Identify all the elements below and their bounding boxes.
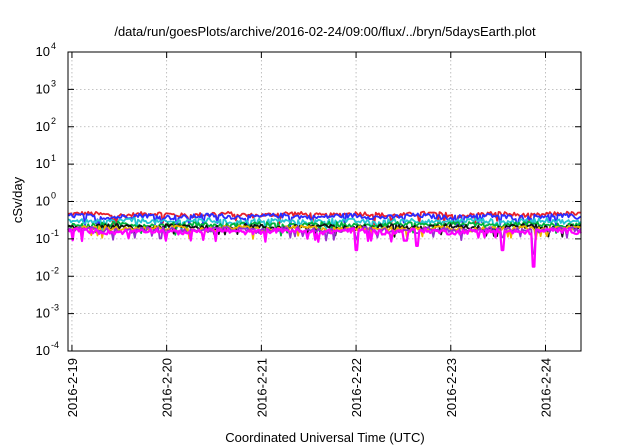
y-tick-label: 10	[36, 81, 50, 96]
x-axis: 2016-2-19 2016-2-20 2016-2-21 2016-2-22 2016…	[65, 52, 553, 417]
x-tick-label: 2016-2-21	[254, 358, 269, 417]
series-line	[67, 227, 582, 268]
y-tick-exponent: 1	[51, 153, 56, 163]
y-tick-exponent: 3	[51, 78, 56, 88]
y-tick-label: 10	[36, 194, 50, 209]
y-tick-exponent: -1	[51, 228, 59, 238]
y-tick-exponent: 0	[51, 191, 56, 201]
y-tick-label: 10	[36, 231, 50, 246]
y-axis-label: cSv/day	[10, 176, 25, 223]
y-tick-exponent: -2	[51, 265, 59, 275]
x-tick-label: 2016-2-19	[65, 358, 80, 417]
x-tick-label: 2016-2-23	[444, 358, 459, 417]
y-tick-label: 10	[36, 119, 50, 134]
series-line	[67, 217, 582, 233]
y-tick-label: 10	[36, 306, 50, 321]
y-tick-label: 10	[36, 268, 50, 283]
series-line	[67, 220, 582, 237]
x-tick-label: 2016-2-20	[160, 358, 175, 417]
series-lines	[67, 210, 582, 268]
y-tick-exponent: -4	[51, 340, 59, 350]
x-tick-label: 2016-2-22	[349, 358, 364, 417]
y-tick-label: 10	[36, 156, 50, 171]
series-line	[67, 212, 582, 229]
y-tick-exponent: 2	[51, 116, 56, 126]
y-tick-exponent: -3	[51, 303, 59, 313]
y-tick-label: 10	[36, 343, 50, 358]
grid-lines	[68, 52, 581, 351]
y-tick-label: 10	[36, 44, 50, 59]
chart-title: /data/run/goesPlots/archive/2016-02-24/0…	[114, 24, 536, 39]
x-axis-label: Coordinated Universal Time (UTC)	[225, 430, 424, 445]
x-tick-label: 2016-2-24	[538, 358, 553, 417]
y-tick-exponent: 4	[51, 41, 56, 51]
